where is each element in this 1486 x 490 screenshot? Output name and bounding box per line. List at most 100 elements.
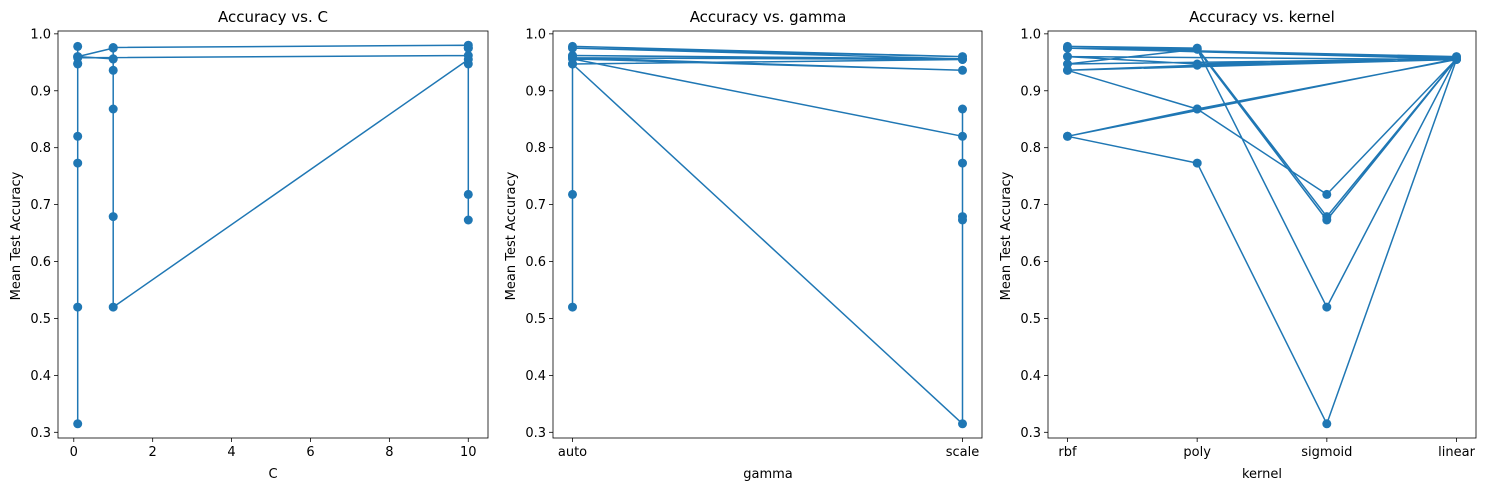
- panel-kernel-data-point: [1063, 131, 1072, 141]
- panel-kernel-data-point: [1322, 419, 1332, 429]
- panel-gamma-data-point: [568, 43, 577, 53]
- panel-gamma-xtick-label: auto: [558, 445, 587, 460]
- panel-c-series-line: [76, 44, 470, 425]
- panel-kernel-data-point: [1322, 302, 1332, 312]
- panel-c-title: Accuracy vs. C: [218, 8, 328, 26]
- panel-c-xtick-label: 0: [70, 445, 78, 460]
- panel-kernel-ytick-label: 0.8: [1020, 141, 1041, 156]
- panel-kernel-xlabel: kernel: [1242, 467, 1282, 482]
- panel-kernel-data-point: [1063, 52, 1072, 62]
- panel-c-ytick-label: 0.9: [30, 84, 51, 99]
- panel-c-xlabel: C: [268, 467, 277, 482]
- panel-kernel-ytick-label: 0.4: [1020, 369, 1041, 384]
- panel-kernel-xtick-label: linear: [1438, 445, 1475, 460]
- panel-gamma-data-point: [958, 419, 967, 429]
- panel-kernel-data-point: [1452, 52, 1461, 62]
- panel-c-data-point: [463, 59, 473, 69]
- panel-kernel-data-point: [1192, 44, 1202, 54]
- panel-c-xtick-label: 6: [306, 445, 314, 460]
- panel-gamma-ytick-label: 0.4: [525, 369, 546, 384]
- panel-gamma-data-point: [568, 302, 577, 312]
- panel-c-ytick-label: 0.7: [30, 198, 51, 213]
- panel-kernel-ytick-label: 0.5: [1020, 312, 1041, 327]
- panel-c-ylabel: Mean Test Accuracy: [9, 171, 24, 300]
- panel-kernel-data-point: [1192, 104, 1202, 114]
- panel-kernel-xtick-label: sigmoid: [1301, 445, 1352, 460]
- panel-c-ytick-label: 1.0: [30, 27, 51, 42]
- panel-gamma-data-point: [958, 65, 967, 75]
- panel-c-data-point: [73, 419, 83, 429]
- panel-gamma: Accuracy vs. gamma gamma Mean Test Accur…: [504, 8, 983, 482]
- panel-c-plot: 0.3 0.4 0.5 0.6 0.7 0.8 0.9 1.0 0 2 4 6 8 10: [30, 27, 489, 460]
- panel-c-xtick-label: 4: [227, 445, 235, 460]
- panel-c-data-point: [73, 41, 83, 51]
- panel-kernel-data-point: [1063, 65, 1072, 75]
- panel-kernel-data-point: [1322, 189, 1332, 199]
- panel-gamma-data-point: [568, 189, 577, 199]
- panel-gamma-series-line: [571, 45, 964, 425]
- panel-kernel: Accuracy vs. kernel kernel Mean Test Acc…: [999, 8, 1477, 482]
- panel-kernel-ytick-label: 1.0: [1020, 27, 1041, 42]
- panel-c-axes-frame: [57, 30, 489, 439]
- panel-gamma-ytick-label: 0.5: [525, 312, 546, 327]
- panel-gamma-xlabel: gamma: [743, 467, 793, 482]
- panel-gamma-data-point: [568, 59, 577, 69]
- panel-kernel-axes-frame: [1047, 30, 1477, 439]
- panel-c-data-point: [108, 54, 118, 64]
- panel-kernel-xtick-label: rbf: [1058, 445, 1077, 460]
- panel-kernel-data-point: [1322, 215, 1332, 225]
- panel-gamma-plot: 0.3 0.4 0.5 0.6 0.7 0.8 0.9 1.0 auto scale: [525, 27, 983, 460]
- panel-gamma-ytick-label: 1.0: [525, 27, 546, 42]
- panel-c-data-point: [463, 43, 473, 53]
- panel-gamma-ytick-label: 0.8: [525, 141, 546, 156]
- panel-c-data-point: [108, 302, 118, 312]
- panel-c-ytick-label: 0.3: [30, 426, 51, 441]
- panel-c-data-point: [108, 43, 118, 53]
- panel-gamma-axes-frame: [552, 30, 983, 439]
- panel-c-ytick-label: 0.8: [30, 141, 51, 156]
- panel-gamma-data-point: [568, 52, 577, 62]
- panel-kernel-data-point: [1192, 158, 1202, 168]
- panel-c-data-point: [108, 212, 118, 222]
- panel-c-xtick-label: 8: [385, 445, 393, 460]
- panel-kernel-title: Accuracy vs. kernel: [1189, 8, 1335, 26]
- panel-gamma-ytick-label: 0.9: [525, 84, 546, 99]
- panel-c: Accuracy vs. C C Mean Test Accuracy 0.30…: [9, 8, 489, 482]
- panel-c-data-point: [108, 104, 118, 114]
- panel-c-xtick-label: 10: [460, 445, 477, 460]
- panel-gamma-data-point: [958, 55, 967, 64]
- panel-gamma-data-point: [958, 158, 967, 168]
- panel-gamma-ytick-label: 0.6: [525, 255, 546, 270]
- panel-kernel-data-point: [1063, 43, 1072, 53]
- panel-c-ytick-label: 0.4: [30, 369, 51, 384]
- panel-c-ytick-label: 0.5: [30, 312, 51, 327]
- panel-c-data-point: [73, 302, 83, 312]
- panel-c-data-point: [73, 131, 83, 141]
- panel-c-data-point: [73, 52, 83, 62]
- panel-c-data-point: [73, 58, 83, 68]
- panel-gamma-ytick-label: 0.3: [525, 426, 546, 441]
- panel-gamma-data-point: [958, 104, 967, 114]
- panel-kernel-ylabel: Mean Test Accuracy: [999, 171, 1014, 300]
- panel-c-xtick-label: 2: [149, 445, 157, 460]
- panel-gamma-data-point: [958, 131, 967, 141]
- panel-kernel-xtick-label: poly: [1183, 445, 1211, 460]
- panel-c-data-point: [463, 189, 473, 199]
- panel-gamma-xtick-label: scale: [946, 445, 980, 460]
- panel-c-data-point: [108, 65, 118, 75]
- panel-kernel-data-point: [1192, 60, 1202, 70]
- panel-kernel-ytick-label: 0.3: [1020, 426, 1041, 441]
- panel-gamma-ylabel: Mean Test Accuracy: [504, 171, 519, 300]
- panel-c-ytick-label: 0.6: [30, 255, 51, 270]
- panel-kernel-ytick-label: 0.9: [1020, 84, 1041, 99]
- panel-gamma-title: Accuracy vs. gamma: [690, 8, 847, 26]
- panel-kernel-series-line: [1066, 45, 1458, 425]
- panel-kernel-ytick-label: 0.6: [1020, 255, 1041, 270]
- panel-kernel-ytick-label: 0.7: [1020, 198, 1041, 213]
- panel-kernel-data-point: [1063, 59, 1072, 69]
- panel-kernel-plot: 0.3 0.4 0.5 0.6 0.7 0.8 0.9 1.0 rbf poly sigmoid li…: [1020, 27, 1477, 460]
- panel-c-data-point: [73, 158, 83, 168]
- panel-c-data-point: [463, 215, 473, 225]
- panel-gamma-data-point: [958, 215, 967, 225]
